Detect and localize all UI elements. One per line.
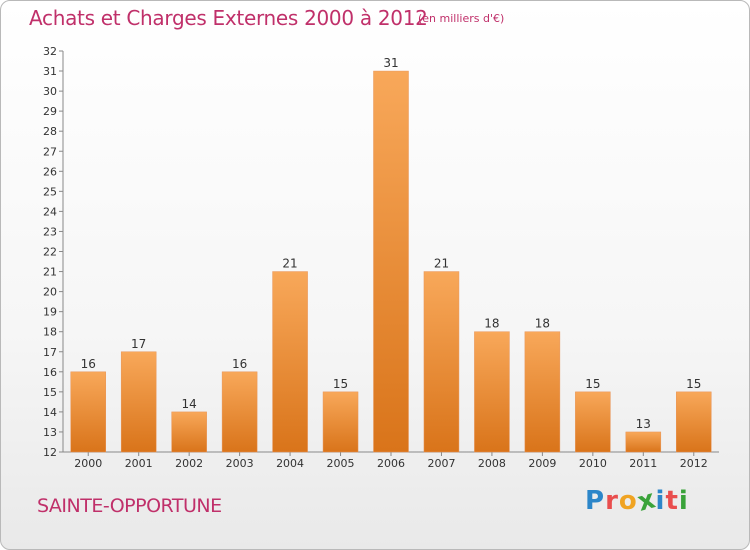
bar-2011 bbox=[625, 431, 662, 453]
proxiti-logo: Proxiti bbox=[585, 484, 689, 518]
bar-2005 bbox=[322, 391, 359, 453]
logo-letter: t bbox=[665, 486, 679, 516]
y-tick-label: 16 bbox=[43, 366, 57, 379]
y-tick-label: 13 bbox=[43, 426, 57, 439]
y-tick-label: 17 bbox=[43, 346, 57, 359]
bar-2010 bbox=[575, 391, 611, 453]
data-label-2002: 14 bbox=[182, 397, 197, 411]
chart-bars bbox=[70, 70, 712, 453]
chart-title: Achats et Charges Externes 2000 à 2012 bbox=[29, 6, 428, 30]
x-tick-label-2003: 2003 bbox=[226, 457, 254, 470]
bar-2003 bbox=[221, 371, 258, 453]
y-tick-label: 12 bbox=[43, 446, 57, 459]
data-label-2008: 18 bbox=[484, 317, 499, 331]
x-tick-label-2000: 2000 bbox=[74, 457, 102, 470]
bar-2009 bbox=[524, 331, 561, 453]
bar-2002 bbox=[171, 411, 207, 453]
bar-2008 bbox=[474, 331, 510, 453]
x-tick-label-2001: 2001 bbox=[125, 457, 153, 470]
x-tick-label-2007: 2007 bbox=[427, 457, 455, 470]
y-tick-label: 14 bbox=[43, 406, 57, 419]
bar-2007 bbox=[423, 271, 460, 453]
x-tick-label-2009: 2009 bbox=[528, 457, 556, 470]
y-tick-label: 18 bbox=[43, 326, 57, 339]
bar-2012 bbox=[676, 391, 712, 453]
bar-2004 bbox=[272, 271, 308, 453]
y-tick-label: 24 bbox=[43, 205, 57, 218]
data-label-2003: 16 bbox=[232, 357, 247, 371]
chart-axes: 12 13 14 15 16 17 18 19 20 21 22 23 24 25 26 27 28 29 30 31… bbox=[43, 45, 719, 459]
y-tick-label: 22 bbox=[43, 246, 57, 259]
data-label-2010: 15 bbox=[585, 377, 600, 391]
y-tick-label: 23 bbox=[43, 225, 57, 238]
data-label-2000: 16 bbox=[81, 357, 96, 371]
y-tick-label: 32 bbox=[43, 45, 57, 58]
chart-subtitle: (en milliers d'€) bbox=[418, 12, 505, 25]
logo-letter: i bbox=[655, 486, 666, 516]
y-tick-label: 21 bbox=[43, 266, 57, 279]
chart-labels: 16 2000 17 2001 14 2002 16 2003 21 2004 15 2005 31 20… bbox=[74, 56, 708, 470]
x-tick-label-2004: 2004 bbox=[276, 457, 304, 470]
data-label-2012: 15 bbox=[686, 377, 701, 391]
data-label-2006: 31 bbox=[383, 56, 398, 70]
data-label-2005: 15 bbox=[333, 377, 348, 391]
x-tick-label-2008: 2008 bbox=[478, 457, 506, 470]
commune-name: SAINTE-OPPORTUNE bbox=[37, 495, 222, 517]
y-tick-label: 28 bbox=[43, 125, 57, 138]
x-tick-label-2011: 2011 bbox=[629, 457, 657, 470]
data-label-2001: 17 bbox=[131, 337, 146, 351]
logo-letter: o bbox=[618, 486, 638, 516]
bar-2000 bbox=[70, 371, 106, 453]
x-tick-label-2012: 2012 bbox=[680, 457, 708, 470]
y-tick-label: 27 bbox=[43, 145, 57, 158]
y-tick-label: 30 bbox=[43, 85, 57, 98]
x-tick-label-2002: 2002 bbox=[175, 457, 203, 470]
y-tick-label: 29 bbox=[43, 105, 57, 118]
data-label-2009: 18 bbox=[535, 317, 550, 331]
x-tick-label-2006: 2006 bbox=[377, 457, 405, 470]
x-tick-label-2010: 2010 bbox=[579, 457, 607, 470]
logo-letter: P bbox=[585, 486, 606, 516]
bar-2006 bbox=[373, 70, 409, 453]
y-tick-label: 20 bbox=[43, 286, 57, 299]
logo-letter: r bbox=[605, 486, 619, 516]
x-tick-label-2005: 2005 bbox=[327, 457, 355, 470]
data-label-2007: 21 bbox=[434, 257, 449, 271]
y-tick-label: 31 bbox=[43, 65, 57, 78]
logo-letter: i bbox=[678, 486, 689, 516]
y-tick-label: 25 bbox=[43, 185, 57, 198]
y-tick-label: 26 bbox=[43, 165, 57, 178]
bar-chart: 12 13 14 15 16 17 18 19 20 21 22 23 24 25 26 27 28 29 30 31… bbox=[43, 45, 719, 470]
y-tick-label: 19 bbox=[43, 306, 57, 319]
bar-2001 bbox=[120, 351, 157, 453]
data-label-2004: 21 bbox=[282, 257, 297, 271]
y-tick-label: 15 bbox=[43, 386, 57, 399]
data-label-2011: 13 bbox=[636, 417, 651, 431]
